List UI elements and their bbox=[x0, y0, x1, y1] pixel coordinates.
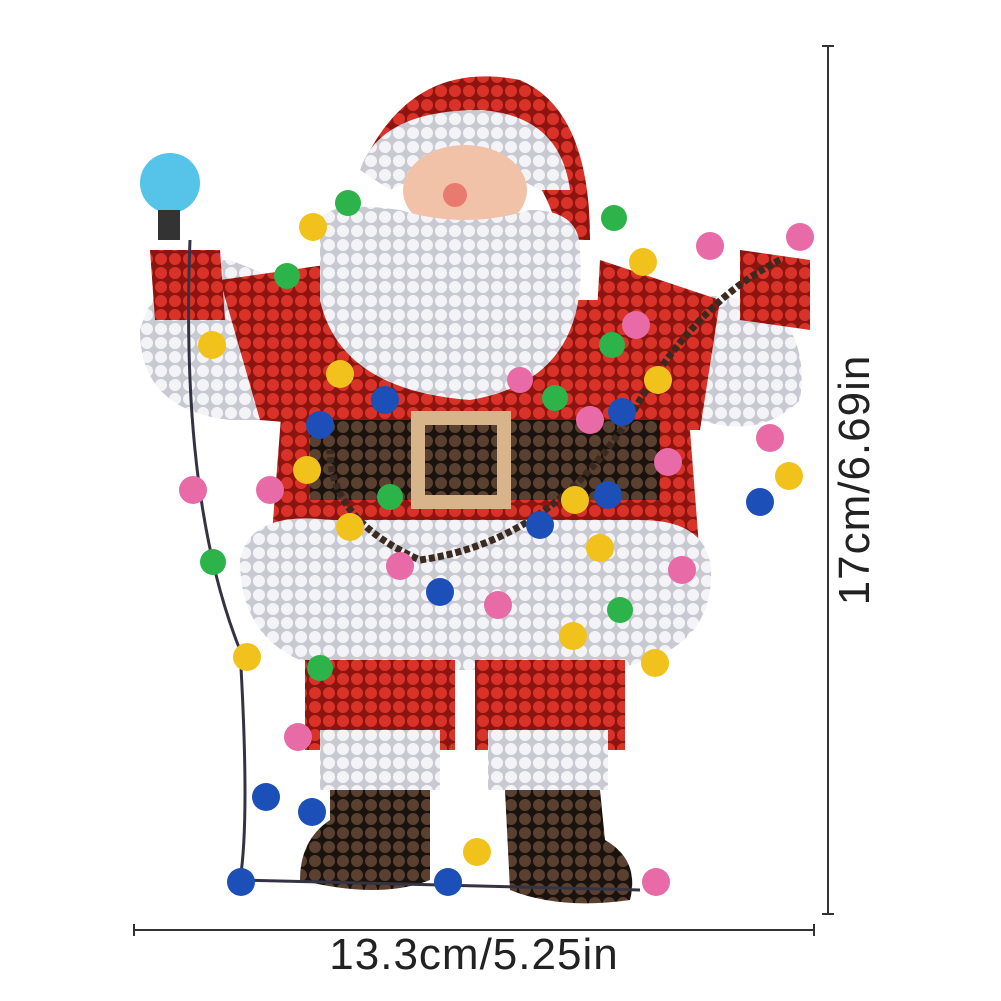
height-dimension-label: 17cm/6.69in bbox=[830, 354, 879, 606]
height-dimension-tick-bottom bbox=[822, 913, 834, 915]
height-dimension-tick-top bbox=[822, 45, 834, 47]
height-dimension-line bbox=[827, 45, 829, 915]
lights bbox=[179, 190, 814, 896]
width-dimension-tick-left bbox=[133, 924, 135, 936]
width-dimension-line bbox=[133, 929, 815, 931]
width-dimension-label: 13.3cm/5.25in bbox=[329, 930, 619, 979]
width-dimension-tick-right bbox=[813, 924, 815, 936]
